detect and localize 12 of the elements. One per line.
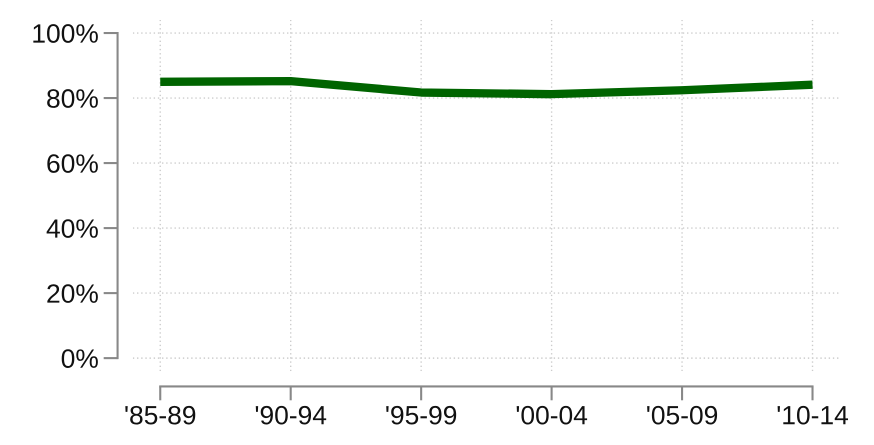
y-tick-label: 80% (47, 89, 98, 108)
y-tick-label: 100% (33, 24, 98, 43)
x-tick-label: '10-14 (778, 406, 848, 425)
x-tick-label: '95-99 (386, 406, 456, 425)
y-tick-label: 40% (46, 219, 98, 238)
x-tick-label: '00-04 (516, 406, 588, 425)
y-tick-label: 60% (47, 154, 98, 173)
x-tick-label: '90-94 (256, 406, 326, 425)
x-tick-label: '05-09 (647, 406, 718, 425)
y-tick-label: 0% (62, 349, 98, 368)
y-tick-label: 20% (47, 284, 98, 303)
x-tick-label: '85-89 (125, 406, 196, 425)
